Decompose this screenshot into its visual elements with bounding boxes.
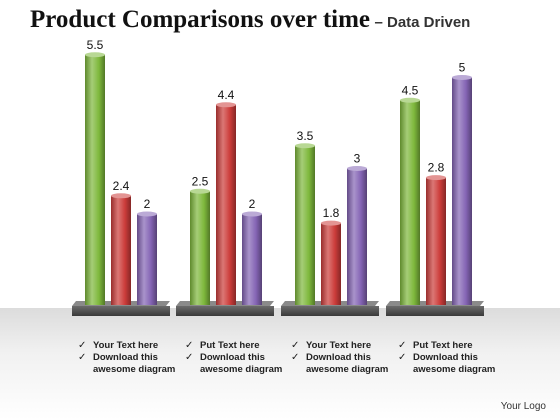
bar-cap (295, 143, 315, 149)
check-icon: ✓ (291, 352, 300, 363)
check-icon: ✓ (78, 340, 87, 351)
background-label: Text 3 (471, 112, 508, 127)
check-icon: ✓ (78, 352, 87, 363)
data-label: 2.4 (113, 179, 130, 193)
caption-row: ✓ Download this awesome diagram (76, 352, 186, 376)
bar-chart: Text 1 Text 2 Text 3 5.5 2.4 2 2.5 4.4 2 3.5 1.8 3… (72, 37, 508, 316)
caption-line: Your Text here (306, 340, 372, 351)
caption-line: Download this (413, 352, 478, 363)
check-icon: ✓ (398, 340, 407, 351)
background-label: Text 1 (153, 112, 190, 127)
caption-line: Your Text here (93, 340, 159, 351)
bar (295, 145, 315, 305)
caption-line: Put Text here (413, 340, 473, 351)
caption-line: Download this (306, 352, 371, 363)
caption-row: ✓ Download this awesome diagram (183, 352, 293, 376)
bar (190, 191, 210, 305)
caption-row: ✓ Put Text here (396, 340, 506, 352)
caption-group-3: ✓ Your Text here ✓ Download this awesome di… (289, 340, 399, 376)
bar-cap (452, 75, 472, 80)
data-label: 4.4 (218, 88, 235, 102)
caption-row: ✓ Download this awesome diagram (396, 352, 506, 376)
caption-row: ✓ Your Text here (76, 340, 186, 352)
check-icon: ✓ (185, 340, 194, 351)
data-label: 5.5 (87, 38, 104, 52)
data-label: 3 (354, 152, 361, 166)
chart-title: Product Comparisons over time – Data Dri… (30, 6, 470, 34)
title-main: Product Comparisons over time (30, 6, 371, 33)
bar (426, 177, 446, 305)
caption-line: awesome diagram (200, 364, 283, 375)
bar-cap (111, 193, 131, 199)
data-label: 2.5 (192, 174, 209, 188)
platforms (72, 301, 484, 316)
check-icon: ✓ (398, 352, 407, 363)
bar (137, 214, 157, 305)
bar-cap (347, 166, 367, 171)
bar-cap (85, 52, 105, 58)
data-label: 1.8 (323, 206, 340, 220)
data-label: 3.5 (297, 129, 314, 143)
caption-line: Download this (93, 352, 158, 363)
bar-cap (321, 220, 341, 226)
platform-3 (281, 306, 379, 316)
data-label: 2.8 (428, 161, 445, 175)
platform-4 (386, 306, 484, 316)
bar (321, 223, 341, 305)
bar (400, 100, 420, 305)
bar (111, 195, 131, 305)
floor-gradient (0, 308, 560, 420)
caption-group-4: ✓ Put Text here ✓ Download this awesome dia… (396, 340, 506, 376)
bar-cap (426, 175, 446, 181)
bar-cap (190, 188, 210, 194)
title-separator: – (374, 14, 387, 31)
bar (242, 214, 262, 305)
check-icon: ✓ (291, 340, 300, 351)
bar (85, 54, 105, 305)
bar-cap (242, 211, 262, 217)
caption-line: Put Text here (200, 340, 260, 351)
caption-line: Download this (200, 352, 265, 363)
data-label: 5 (459, 61, 466, 75)
bar (216, 104, 236, 305)
bar (452, 77, 472, 305)
caption-line: awesome diagram (413, 364, 496, 375)
bar-cap (137, 211, 157, 217)
bar-cap (216, 102, 236, 108)
bar-cap (400, 97, 420, 103)
title-sub: Data Driven (386, 14, 471, 31)
bars (85, 52, 472, 305)
caption-row: ✓ Your Text here (289, 340, 399, 352)
caption-group-2: ✓ Put Text here ✓ Download this awesome dia… (183, 340, 293, 376)
caption-group-1: ✓ Your Text here ✓ Download this awesome di… (76, 340, 186, 376)
caption-line: awesome diagram (306, 364, 389, 375)
check-icon: ✓ (185, 352, 194, 363)
background-labels: Text 1 Text 2 Text 3 (153, 112, 508, 127)
caption-line: awesome diagram (93, 364, 176, 375)
bar (347, 168, 367, 305)
platform-2 (176, 306, 274, 316)
background-label: Text 2 (309, 112, 346, 127)
data-labels: 5.5 2.4 2 2.5 4.4 2 3.5 1.8 3 4.5 2.8 5 (87, 38, 466, 220)
data-label: 4.5 (402, 83, 419, 97)
caption-row: ✓ Put Text here (183, 340, 293, 352)
data-label: 2 (144, 197, 151, 211)
data-label: 2 (249, 197, 256, 211)
platform-1 (72, 306, 170, 316)
logo-text: Your Logo (500, 401, 546, 412)
caption-row: ✓ Download this awesome diagram (289, 352, 399, 376)
